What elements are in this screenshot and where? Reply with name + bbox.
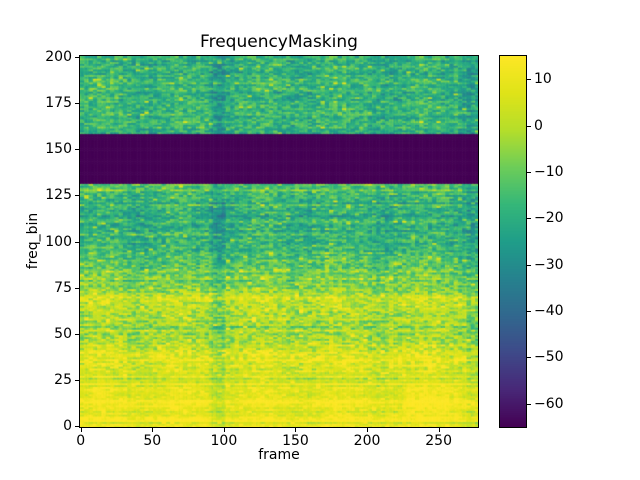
x-tick-label: 50	[143, 433, 162, 449]
y-tick-mark	[75, 379, 79, 381]
chart-title: FrequencyMasking	[200, 32, 358, 52]
colorbar-tick-mark	[527, 311, 531, 313]
x-tick-label: 200	[353, 433, 381, 449]
x-tick-label: 100	[210, 433, 238, 449]
y-tick-label: 150	[45, 141, 72, 158]
colorbar-tick-label: −30	[534, 256, 564, 273]
colorbar	[500, 56, 526, 427]
colorbar-tick-label: −20	[534, 210, 564, 227]
y-tick-label: 75	[54, 279, 72, 296]
y-tick-mark	[75, 149, 79, 151]
colorbar-tick-mark	[527, 218, 531, 220]
y-tick-label: 50	[54, 325, 72, 342]
x-tick-mark	[223, 428, 225, 432]
colorbar-tick-label: 0	[534, 117, 543, 134]
x-axis-label: frame	[258, 447, 300, 463]
colorbar-tick-mark	[527, 403, 531, 405]
y-tick-mark	[75, 333, 79, 335]
y-tick-mark	[75, 241, 79, 243]
x-tick-label: 0	[76, 433, 86, 449]
colorbar-box	[499, 55, 527, 428]
colorbar-tick-mark	[527, 357, 531, 359]
y-tick-label: 100	[45, 233, 72, 250]
y-tick-mark	[75, 287, 79, 289]
y-tick-mark	[75, 103, 79, 105]
colorbar-tick-mark	[527, 125, 531, 127]
y-tick-mark	[75, 56, 79, 58]
y-tick-label: 175	[45, 95, 72, 112]
y-tick-label: 0	[63, 418, 72, 435]
colorbar-tick-mark	[527, 171, 531, 173]
y-tick-mark	[75, 426, 79, 428]
colorbar-tick-label: −50	[534, 349, 564, 366]
colorbar-tick-mark	[527, 79, 531, 81]
colorbar-tick-label: −60	[534, 395, 564, 412]
x-tick-label: 150	[282, 433, 309, 449]
colorbar-tick-mark	[527, 264, 531, 266]
plot-area	[79, 55, 479, 428]
x-tick-mark	[80, 428, 82, 432]
y-tick-label: 25	[54, 371, 72, 388]
colorbar-tick-label: −40	[534, 303, 564, 320]
y-tick-label: 200	[45, 48, 72, 65]
x-tick-mark	[295, 428, 297, 432]
y-tick-mark	[75, 195, 79, 197]
colorbar-tick-label: −10	[534, 163, 564, 180]
x-tick-label: 250	[425, 433, 452, 449]
x-tick-mark	[438, 428, 440, 432]
x-tick-mark	[152, 428, 154, 432]
spectrogram-heatmap	[80, 56, 478, 427]
x-tick-mark	[367, 428, 369, 432]
colorbar-tick-label: 10	[534, 71, 552, 88]
y-tick-label: 125	[45, 187, 72, 204]
